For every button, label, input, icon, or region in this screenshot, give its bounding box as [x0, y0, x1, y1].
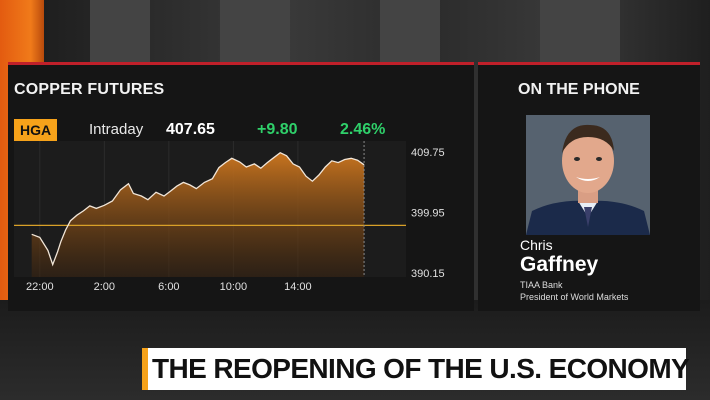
x-tick-label: 22:00	[26, 281, 54, 293]
chart-panel-title: COPPER FUTURES	[14, 81, 165, 98]
lower-third-headline: THE REOPENING OF THE U.S. ECONOMY	[152, 353, 690, 384]
guest-first-name: Chris	[520, 237, 553, 253]
intraday-price-chart: 409.75 399.95 390.15 22:00 2:00 6:00 10:00 14:…	[14, 141, 445, 293]
chart-panel: COPPER FUTURES HGA Intraday 407.65 +9.80…	[8, 62, 474, 311]
quote-row: HGA Intraday 407.65 +9.80 2.46%	[8, 119, 474, 141]
guest-role: President of World Markets	[520, 292, 629, 302]
x-tick-label: 14:00	[284, 281, 312, 293]
ticker-badge: HGA	[14, 119, 58, 141]
price-area	[31, 152, 365, 277]
x-tick-label: 10:00	[220, 281, 248, 293]
net-change: +9.80	[257, 121, 298, 138]
x-tick-label: 6:00	[158, 281, 179, 293]
y-tick-label: 390.15	[411, 268, 445, 280]
y-tick-label: 409.75	[411, 147, 445, 159]
guest-panel: ON THE PHONE Chris Gaffney TIAA Bank Pre…	[478, 62, 700, 311]
guest-organization: TIAA Bank	[520, 280, 563, 290]
background-slat	[540, 0, 620, 62]
y-tick-label: 399.95	[411, 207, 445, 219]
chart-period-label: Intraday	[89, 121, 144, 138]
background-slat	[90, 0, 150, 62]
background-slat	[380, 0, 440, 62]
percent-change: 2.46%	[340, 121, 386, 138]
x-tick-label: 2:00	[94, 281, 115, 293]
last-price: 407.65	[166, 121, 215, 138]
guest-last-name: Gaffney	[520, 253, 599, 276]
price-line	[31, 151, 365, 267]
guest-photo	[526, 115, 650, 235]
guest-panel-title: ON THE PHONE	[518, 81, 640, 98]
lower-third-banner: THE REOPENING OF THE U.S. ECONOMY	[142, 348, 690, 390]
background-slat	[220, 0, 290, 62]
